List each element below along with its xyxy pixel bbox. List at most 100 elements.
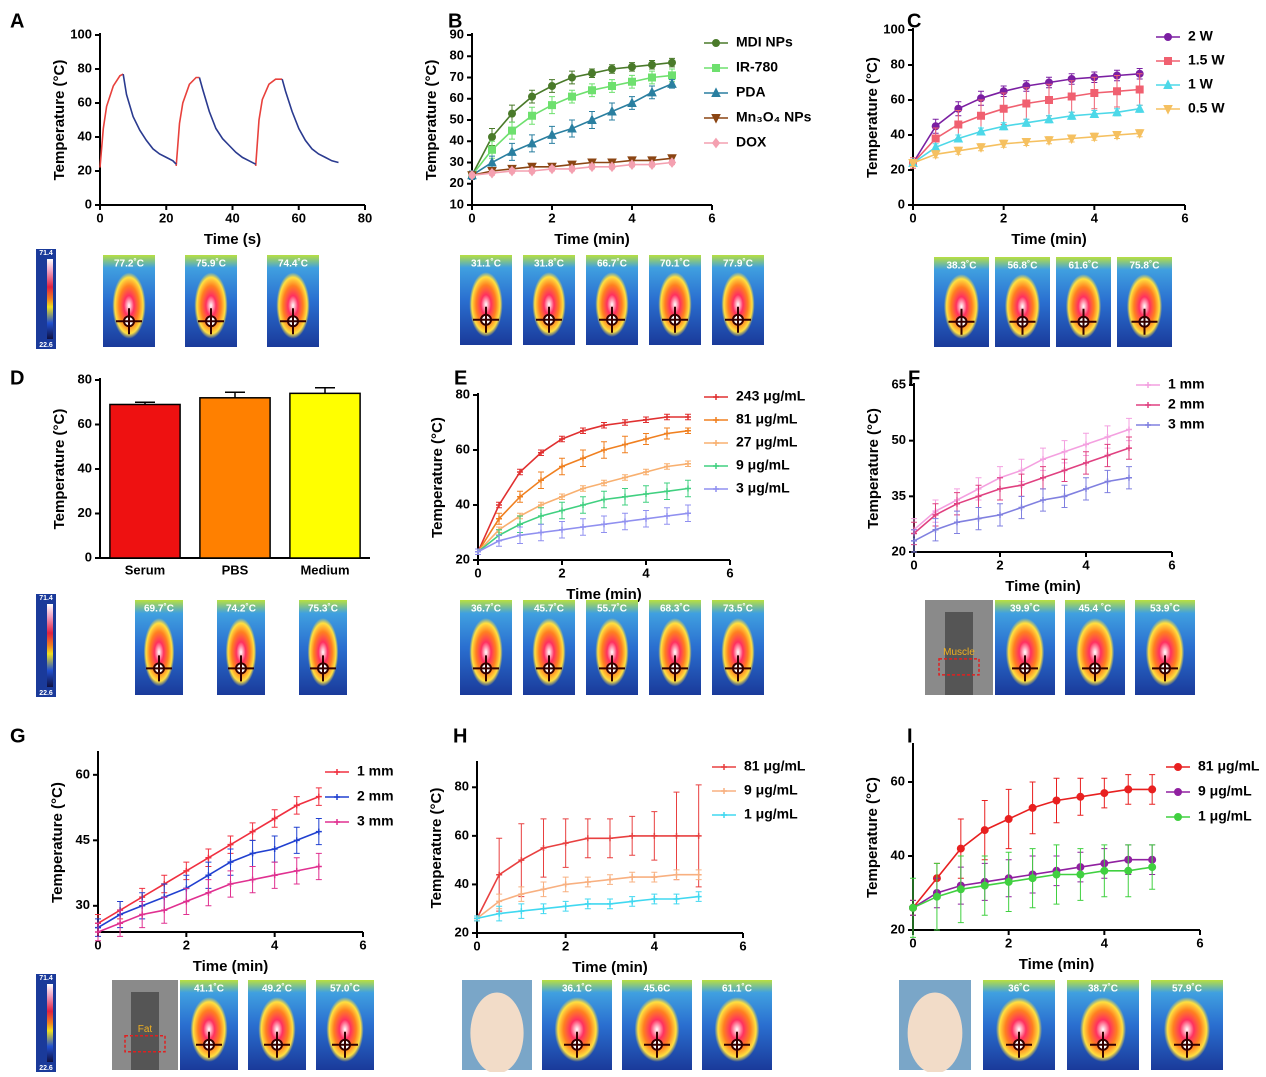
marker (1046, 97, 1053, 104)
thermal-image: 31.1˚C (460, 255, 512, 345)
marker (713, 486, 719, 492)
image-label: 41.1˚C (194, 983, 224, 995)
image-label: 45.6C (644, 984, 671, 995)
image-label: 31.8˚C (534, 258, 564, 270)
marker (1062, 493, 1068, 499)
marker (607, 877, 613, 883)
marker (1023, 100, 1030, 107)
marker (559, 508, 565, 514)
image-label: 69.7˚C (144, 603, 174, 615)
thermal-image: 55.7˚C (586, 600, 638, 695)
marker (601, 447, 607, 453)
marker (932, 135, 939, 142)
marker (721, 764, 727, 770)
y-tick-label: 20 (78, 162, 92, 177)
y-tick-label: 40 (891, 126, 905, 141)
legend-label: Mn₃O₄ NPs (736, 109, 812, 125)
marker (651, 874, 657, 880)
marker (978, 112, 985, 119)
panel: E20406080Temperature (°C)0246Time (min)2… (429, 367, 806, 695)
x-tick-label: 6 (1168, 557, 1175, 572)
marker (541, 845, 547, 851)
marker (1040, 456, 1046, 462)
y-tick-label: 80 (78, 60, 92, 75)
annotation: Fat (138, 1024, 153, 1035)
marker (1029, 804, 1036, 811)
thermal-image: 38.3˚C (934, 257, 989, 347)
colorbar-label: 71.4 (39, 250, 53, 257)
bar (200, 398, 270, 558)
marker (629, 833, 635, 839)
marker (1019, 504, 1025, 510)
marker (1053, 871, 1060, 878)
y-tick-label: 100 (70, 26, 92, 41)
marker (541, 906, 547, 912)
marker (721, 812, 727, 818)
x-tick-label: 2 (562, 938, 569, 953)
x-axis-title: Time (s) (204, 231, 261, 248)
y-axis-title: Temperature (°C) (428, 788, 445, 909)
marker (1019, 467, 1025, 473)
image-label: 45.7˚C (534, 603, 564, 615)
panel: A020406080100Temperature (°C)020406080Ti… (10, 10, 372, 349)
image-label: 45.4 ˚C (1079, 603, 1112, 615)
colorbar-label: 71.4 (39, 595, 53, 602)
y-tick-label: 80 (456, 386, 470, 401)
marker (518, 908, 524, 914)
marker (649, 61, 656, 68)
marker (643, 436, 649, 442)
colorbar (47, 604, 53, 687)
marker (1091, 90, 1098, 97)
marker (674, 896, 680, 902)
panel: D020406080Temperature (°C)SerumPBSMedium… (10, 367, 370, 697)
y-tick-label: 65 (892, 376, 906, 391)
image-label: 31.1˚C (471, 258, 501, 270)
image-label: 77.2˚C (114, 258, 144, 270)
marker (161, 907, 167, 913)
marker (622, 475, 628, 481)
marker (517, 532, 523, 538)
marker (1126, 445, 1132, 451)
marker (609, 162, 616, 171)
marker (1105, 478, 1111, 484)
figure: A020406080100Temperature (°C)020406080Ti… (0, 0, 1266, 1072)
x-tick-label: 0 (468, 210, 475, 225)
y-tick-label: 80 (450, 48, 464, 63)
marker (713, 394, 719, 400)
legend-label: 9 μg/mL (744, 782, 798, 798)
marker (629, 78, 636, 85)
marker (1125, 786, 1132, 793)
legend-label: 27 μg/mL (736, 434, 798, 450)
thermal-image: 75.8˚C (1117, 257, 1172, 347)
thermal-image: 36.7˚C (460, 600, 512, 695)
marker (649, 74, 656, 81)
marker (664, 464, 670, 470)
x-tick-label: 4 (642, 565, 650, 580)
image-label: 61.6˚C (1068, 260, 1098, 272)
marker (685, 428, 691, 434)
series-line (913, 133, 1140, 163)
marker (1165, 58, 1172, 65)
marker (549, 83, 556, 90)
legend-label: DOX (736, 134, 767, 150)
legend-label: PDA (736, 84, 766, 100)
image-label: 38.7˚C (1088, 983, 1118, 995)
y-tick-label: 30 (450, 154, 464, 169)
marker (1105, 434, 1111, 440)
thermal-image: 31.8˚C (523, 255, 575, 345)
x-tick-label: 2 (183, 937, 190, 952)
marker (622, 519, 628, 525)
marker (601, 480, 607, 486)
marker (997, 486, 1003, 492)
marker (541, 886, 547, 892)
thermal-image: 57.9˚C (1151, 980, 1223, 1070)
y-tick-label: 60 (455, 827, 469, 842)
marker (538, 502, 544, 508)
thermal-image: 36˚C (983, 980, 1055, 1070)
marker (664, 513, 670, 519)
marker (664, 431, 670, 437)
marker (696, 894, 702, 900)
marker (629, 898, 635, 904)
colorbar-label: 22.6 (39, 1065, 53, 1072)
image-label: 57.9˚C (1172, 983, 1202, 995)
